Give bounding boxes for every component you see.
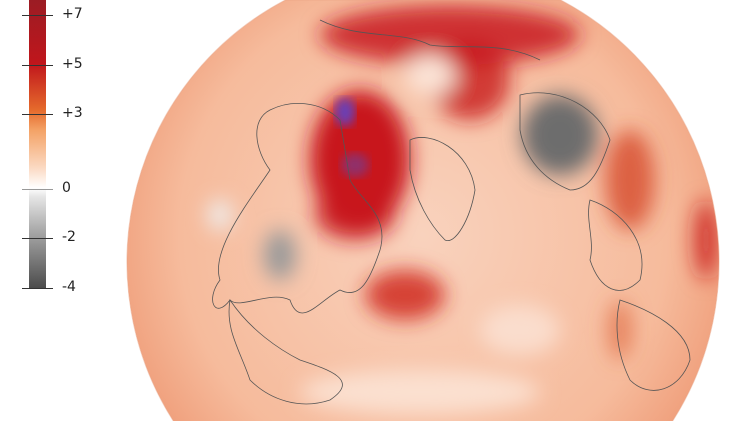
extreme-anomaly (335, 98, 355, 126)
legend-label: -4 (62, 279, 76, 295)
legend-tick (22, 65, 53, 66)
legend-tick (22, 114, 53, 115)
colorbar (29, 0, 46, 289)
central-america-outline (228, 298, 343, 405)
legend-label: 0 (62, 180, 71, 196)
europe-outline (519, 92, 611, 191)
color-legend: +7 +5 +3 0 -2 -4 (0, 0, 110, 300)
africa-outline (616, 299, 691, 391)
legend-label: +3 (62, 105, 83, 121)
coastlines (212, 19, 691, 405)
legend-tick (22, 15, 53, 16)
legend-tick (22, 189, 53, 190)
north-america-outline (212, 103, 383, 314)
legend-label: +7 (62, 6, 83, 22)
iberia-outline (588, 199, 643, 291)
extreme-anomaly (341, 153, 369, 177)
legend-tick (22, 238, 53, 239)
legend-label: +5 (62, 56, 83, 72)
siberia-outline (319, 19, 541, 61)
anomaly-field (208, 5, 718, 414)
legend-label: -2 (62, 229, 76, 245)
legend-tick (22, 288, 53, 289)
globe-edge (126, 0, 720, 421)
greenland-outline (409, 137, 476, 241)
